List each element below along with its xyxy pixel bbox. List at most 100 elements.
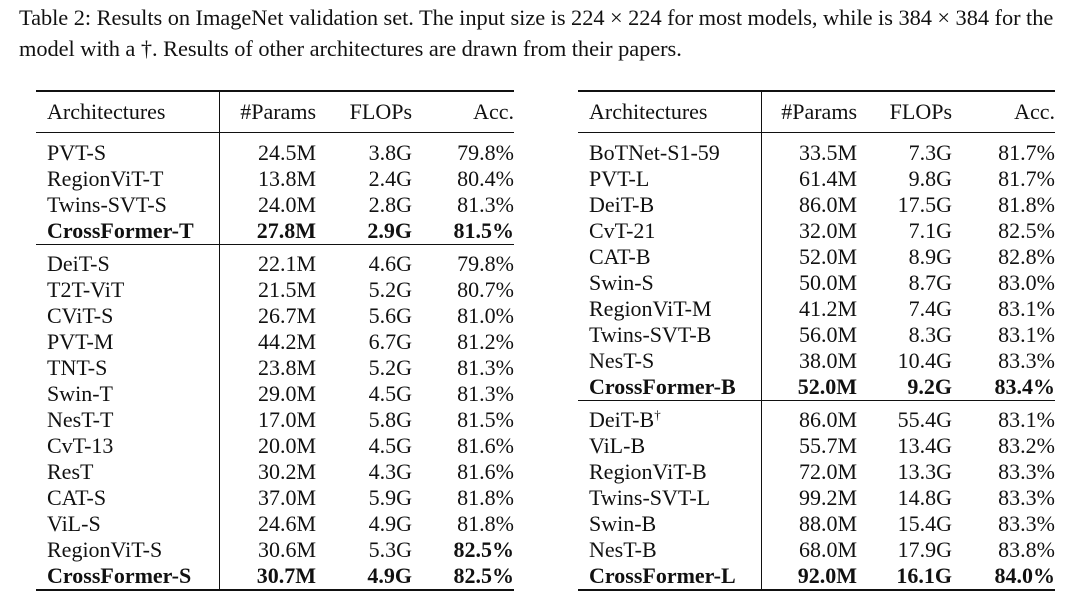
cell-flops: 2.9G: [316, 218, 412, 245]
header-flops: FLOPs: [349, 99, 412, 124]
cell-architecture: ViL-S: [36, 511, 220, 537]
cell-flops: 5.3G: [316, 537, 412, 563]
cell-params: 24.5M: [219, 133, 316, 167]
cell-architecture: PVT-S: [36, 132, 220, 166]
cell-params: 55.7M: [761, 433, 857, 459]
cell-acc: 83.8%: [952, 537, 1055, 563]
cell-params-text: 99.2M: [798, 485, 857, 510]
cell-flops: 9.8G: [857, 166, 952, 192]
cell-flops: 4.9G: [316, 563, 412, 590]
cell-flops-text: 8.7G: [908, 270, 952, 295]
cell-flops: 17.9G: [857, 537, 952, 563]
cell-flops-text: 2.9G: [367, 218, 412, 243]
cell-flops-text: 9.8G: [908, 166, 952, 191]
cell-acc-text: 81.3%: [457, 192, 514, 217]
cell-params: 41.2M: [761, 296, 857, 322]
cell-architecture-text: Swin-T: [47, 381, 113, 406]
cell-params-text: 21.5M: [257, 277, 316, 302]
cell-flops: 8.3G: [857, 322, 952, 348]
cell-architecture: RegionViT-M: [578, 296, 762, 322]
table-row: CrossFormer-T 27.8M 2.9G 81.5%: [36, 218, 514, 245]
cell-acc-text: 81.6%: [457, 433, 514, 458]
cell-architecture-text: Twins-SVT-B: [589, 322, 712, 347]
cell-acc: 79.8%: [412, 133, 514, 167]
cell-acc-text: 80.4%: [457, 166, 514, 191]
cell-params-text: 56.0M: [798, 322, 857, 347]
cell-architecture: PVT-M: [36, 329, 220, 355]
table-row: Twins-SVT-B 56.0M 8.3G 83.1%: [578, 322, 1055, 348]
cell-architecture: Swin-S: [578, 270, 762, 296]
cell-architecture: RegionViT-T: [36, 166, 220, 192]
cell-acc: 82.8%: [952, 244, 1055, 270]
cell-params-text: 92.0M: [797, 563, 857, 588]
cell-acc: 81.2%: [412, 329, 514, 355]
header-architectures: Architectures: [578, 91, 762, 133]
right-group-1: BoTNet-S1-59 33.5M 7.3G 81.7% PVT-L 61.4M 9.8G…: [578, 132, 1055, 401]
cell-architecture-text: NesT-B: [589, 537, 657, 562]
cell-architecture: RegionViT-B: [578, 459, 762, 485]
cell-flops: 5.6G: [316, 303, 412, 329]
cell-acc-text: 81.3%: [457, 355, 514, 380]
cell-flops: 10.4G: [857, 348, 952, 374]
table-row: PVT-M 44.2M 6.7G 81.2%: [36, 329, 514, 355]
cell-params: 88.0M: [761, 511, 857, 537]
cell-acc-text: 81.3%: [457, 381, 514, 406]
cell-flops-text: 5.2G: [368, 277, 412, 302]
cell-architecture-text: CrossFormer-T: [47, 218, 194, 243]
cell-architecture-text: RegionViT-S: [47, 537, 163, 562]
cell-flops: 14.8G: [857, 485, 952, 511]
cell-acc: 81.8%: [952, 192, 1055, 218]
caption-size-1: 224 × 224: [571, 5, 662, 30]
cell-acc: 81.0%: [412, 303, 514, 329]
cell-params: 99.2M: [761, 485, 857, 511]
cell-acc-text: 83.0%: [998, 270, 1055, 295]
header-params: #Params: [781, 99, 857, 124]
cell-params: 24.0M: [219, 192, 316, 218]
cell-acc-text: 81.2%: [457, 329, 514, 354]
right-group-2: DeiT-B† 86.0M 55.4G 83.1% ViL-B 55.7M 13.4G 83.…: [578, 400, 1056, 590]
cell-architecture: BoTNet-S1-59: [578, 132, 762, 166]
cell-acc: 82.5%: [952, 218, 1055, 244]
cell-params: 30.2M: [219, 459, 316, 485]
cell-acc-text: 84.0%: [994, 563, 1056, 588]
cell-flops: 9.2G: [857, 374, 952, 401]
cell-acc: 83.3%: [952, 511, 1055, 537]
cell-flops-text: 5.3G: [368, 537, 412, 562]
cell-acc-text: 83.3%: [998, 485, 1055, 510]
cell-acc-text: 81.5%: [457, 407, 514, 432]
cell-params: 22.1M: [219, 245, 316, 278]
table-row: RegionViT-T 13.8M 2.4G 80.4%: [36, 166, 514, 192]
cell-architecture: DeiT-S: [36, 244, 220, 277]
cell-acc: 83.2%: [952, 433, 1055, 459]
cell-architecture: CrossFormer-L: [578, 563, 762, 590]
cell-params: 23.8M: [219, 355, 316, 381]
cell-flops-text: 4.9G: [368, 511, 412, 536]
cell-architecture: PVT-L: [578, 166, 762, 192]
cell-params-text: 29.0M: [257, 381, 316, 406]
cell-params-text: 23.8M: [257, 355, 316, 380]
cell-params: 30.7M: [219, 563, 316, 590]
cell-params: 50.0M: [761, 270, 857, 296]
cell-acc: 81.5%: [412, 218, 515, 245]
caption-part-3: for the model with a †. Results of other…: [19, 5, 1054, 61]
cell-acc-text: 83.2%: [998, 433, 1055, 458]
cell-params-text: 24.6M: [257, 511, 316, 536]
cell-params: 26.7M: [219, 303, 316, 329]
header-architectures: Architectures: [36, 91, 220, 133]
cell-acc: 81.8%: [412, 511, 514, 537]
cell-architecture-text: DeiT-B: [589, 407, 655, 432]
table-caption: Table 2: Results on ImageNet validation …: [19, 2, 1064, 64]
cell-architecture-text: BoTNet-S1-59: [589, 140, 720, 165]
cell-architecture-text: PVT-M: [47, 329, 114, 354]
cell-acc: 83.1%: [952, 322, 1055, 348]
cell-params: 24.6M: [219, 511, 316, 537]
table-row: CrossFormer-S 30.7M 4.9G 82.5%: [36, 563, 514, 590]
cell-architecture: RegionViT-S: [36, 537, 220, 563]
cell-acc-text: 82.5%: [998, 218, 1055, 243]
cell-architecture-text: CrossFormer-S: [47, 563, 192, 588]
header-params: #Params: [240, 99, 316, 124]
cell-acc: 81.3%: [412, 381, 514, 407]
table-row: ViL-S 24.6M 4.9G 81.8%: [36, 511, 514, 537]
table-row: CAT-S 37.0M 5.9G 81.8%: [36, 485, 514, 511]
cell-architecture-text: Twins-SVT-L: [589, 485, 711, 510]
